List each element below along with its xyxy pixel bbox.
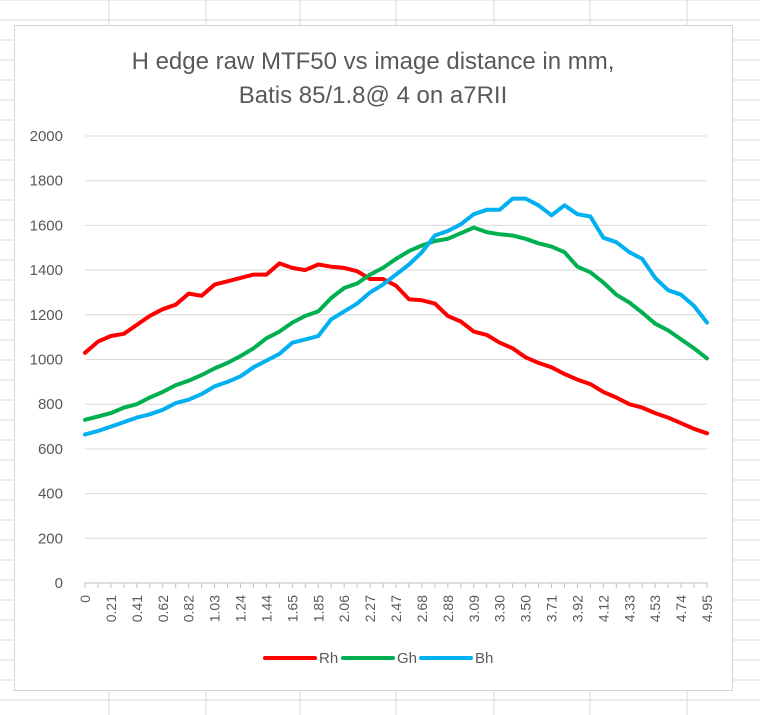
series-line-bh bbox=[83, 196, 709, 437]
x-tick-label: 2.06 bbox=[336, 595, 352, 622]
chart-title-line-1: H edge raw MTF50 vs image distance in mm… bbox=[132, 48, 615, 75]
legend-label-rh: Rh bbox=[319, 650, 338, 667]
x-tick-label: 1.24 bbox=[233, 595, 249, 622]
x-tick-label: 2.88 bbox=[440, 595, 456, 622]
chart-title-line-2: Batis 85/1.8@ 4 on a7RII bbox=[239, 82, 508, 109]
x-tick-label: 2.47 bbox=[388, 595, 404, 622]
x-tick-label: 3.92 bbox=[569, 595, 585, 622]
x-axis bbox=[84, 582, 708, 588]
y-tick-labels: 0 200 400 600 800 1000 1200 1400 1600 1800 2000 bbox=[30, 128, 63, 592]
x-tick-label: 1.85 bbox=[310, 595, 326, 622]
legend-label-gh: Gh bbox=[397, 650, 417, 667]
series-line-gh bbox=[83, 225, 709, 422]
x-tick-label: 0.82 bbox=[181, 595, 197, 622]
y-tick-label: 1400 bbox=[30, 262, 63, 279]
x-tick-label: 4.74 bbox=[673, 595, 689, 622]
y-gridlines bbox=[85, 135, 707, 539]
x-tick-label: 2.68 bbox=[414, 595, 430, 622]
chart-area[interactable]: H edge raw MTF50 vs image distance in mm… bbox=[14, 25, 733, 691]
y-tick-label: 2000 bbox=[30, 128, 63, 145]
legend: Rh Gh Bh bbox=[263, 650, 493, 667]
y-tick-label: 400 bbox=[38, 486, 63, 503]
x-tick-label: 0 bbox=[77, 595, 93, 603]
x-tick-labels: 0 0.21 0.41 0.62 0.82 1.03 1.24 1.44 1.65 1.85 2.0… bbox=[77, 595, 715, 622]
x-tick-label: 3.71 bbox=[544, 595, 560, 622]
x-tick-label: 4.53 bbox=[647, 595, 663, 622]
y-tick-label: 0 bbox=[55, 575, 63, 592]
x-tick-label: 0.21 bbox=[103, 595, 119, 622]
series-line-rh bbox=[83, 261, 709, 436]
chart-svg: H edge raw MTF50 vs image distance in mm… bbox=[30, 48, 715, 667]
x-tick-label: 4.12 bbox=[595, 595, 611, 622]
x-tick-label: 3.50 bbox=[518, 595, 534, 622]
x-tick-label: 1.44 bbox=[258, 595, 274, 622]
y-tick-label: 1600 bbox=[30, 217, 63, 234]
x-tick-label: 4.33 bbox=[621, 595, 637, 622]
y-tick-label: 1000 bbox=[30, 352, 63, 369]
x-tick-label: 3.09 bbox=[466, 595, 482, 622]
x-tick-label: 0.41 bbox=[129, 595, 145, 622]
x-tick-label: 3.30 bbox=[492, 595, 508, 622]
x-tick-label: 2.27 bbox=[362, 595, 378, 622]
x-tick-label: 0.62 bbox=[155, 595, 171, 622]
y-tick-label: 200 bbox=[38, 530, 63, 547]
y-tick-label: 1200 bbox=[30, 307, 63, 324]
x-tick-label: 1.03 bbox=[207, 595, 223, 622]
x-tick-label: 1.65 bbox=[284, 595, 300, 622]
y-tick-label: 1800 bbox=[30, 173, 63, 190]
y-tick-label: 800 bbox=[38, 396, 63, 413]
y-tick-label: 600 bbox=[38, 441, 63, 458]
x-tick-label: 4.95 bbox=[699, 595, 715, 622]
legend-label-bh: Bh bbox=[475, 650, 493, 667]
series-lines bbox=[83, 196, 709, 437]
